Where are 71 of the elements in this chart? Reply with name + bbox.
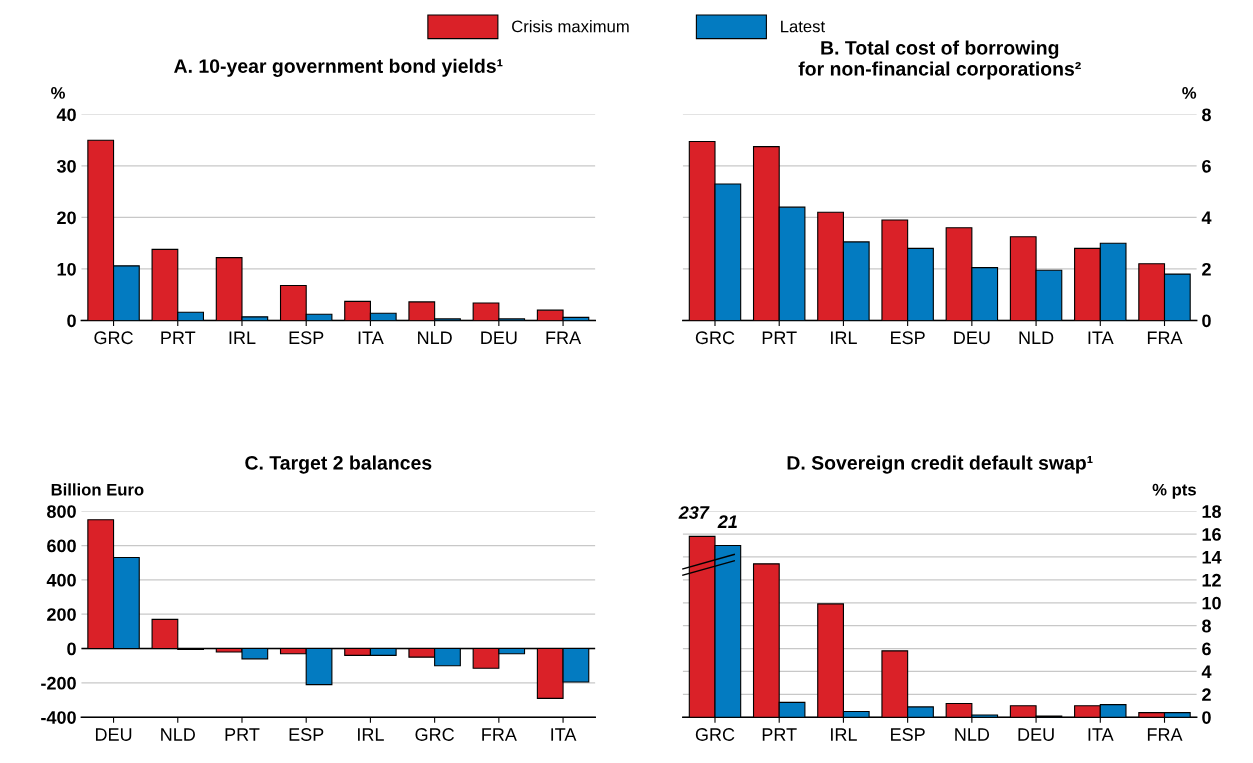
y-tick-label: 400 [46, 573, 76, 587]
x-tick-label: GRC [695, 331, 735, 345]
x-tick-label: ESP [289, 331, 324, 345]
y2-axis-title: % [1182, 87, 1197, 99]
y-tick-label: 30 [56, 159, 76, 173]
y-tick-label: -200 [41, 676, 76, 690]
chart-title: D. Sovereign credit default swap¹ [787, 455, 1093, 474]
y-tick-label: 40 [56, 108, 76, 122]
x-tick-label: NLD [955, 728, 990, 741]
x-tick-label: PRT [161, 331, 196, 344]
x-tick-label: ITA [358, 331, 384, 344]
y-tick-label: 10 [57, 262, 76, 276]
y2-tick-label: 0 [1202, 711, 1211, 724]
x-tick-label: ESP [891, 331, 925, 345]
x-tick-label: IRL [831, 728, 857, 741]
x-tick-label: DEU [954, 331, 990, 345]
annotation: 21 [717, 515, 737, 528]
x-tick-label: DEU [95, 728, 132, 741]
legend-label: Latest [781, 20, 825, 33]
x-tick-label: ESP [891, 728, 925, 741]
y2-tick-label: 8 [1202, 108, 1211, 122]
y-tick-label: -400 [41, 711, 76, 724]
y2-tick-label: 12 [1202, 573, 1221, 587]
x-tick-label: FRA [546, 331, 582, 344]
x-tick-label: IRL [831, 331, 857, 344]
x-tick-label: FRA [1147, 728, 1183, 741]
x-tick-label: NLD [1019, 331, 1054, 344]
y-tick-label: 20 [57, 211, 76, 225]
x-tick-label: GRC [94, 331, 133, 345]
x-tick-label: NLD [161, 728, 195, 741]
y2-tick-label: 14 [1202, 551, 1222, 564]
x-tick-label: IRL [358, 728, 384, 741]
x-tick-label: GRC [415, 728, 455, 741]
y-axis-title: Billion Euro [51, 483, 144, 496]
x-tick-label: NLD [418, 331, 452, 344]
chart-title: C. Target 2 balances [245, 455, 432, 474]
y2-tick-label: 10 [1202, 596, 1221, 610]
x-tick-label: DEU [1018, 728, 1054, 741]
x-tick-label: PRT [225, 728, 260, 741]
x-tick-label: GRC [695, 728, 735, 741]
x-tick-label: FRA [482, 728, 517, 741]
x-tick-label: ESP [289, 728, 324, 741]
y2-tick-label: 4 [1201, 211, 1212, 224]
y2-tick-label: 8 [1202, 619, 1211, 633]
y2-tick-label: 6 [1202, 642, 1211, 656]
chart-title: A. 10-year government bond yields¹ [174, 58, 503, 77]
y-tick-label: 600 [47, 539, 76, 553]
chart-title: B. Total cost of borrowing for non-financial corporations² [798, 40, 1081, 80]
y2-tick-label: 2 [1202, 262, 1211, 276]
x-tick-label: ITA [1088, 331, 1114, 344]
y2-tick-label: 18 [1202, 505, 1222, 518]
y2-axis-title: % pts [1152, 483, 1196, 499]
x-tick-label: FRA [1147, 331, 1183, 344]
y-axis-title: % [51, 87, 65, 99]
legend-label: Crisis maximum [512, 20, 629, 33]
y-tick-label: 0 [67, 314, 76, 328]
y-tick-label: 800 [47, 505, 76, 518]
y-tick-label: 0 [67, 642, 76, 656]
y2-tick-label: 6 [1202, 159, 1211, 173]
x-tick-label: DEU [481, 331, 517, 345]
annotation: 237 [678, 506, 710, 519]
x-tick-label: PRT [762, 728, 797, 741]
y2-tick-label: 0 [1202, 314, 1211, 328]
y2-tick-label: 16 [1202, 528, 1221, 541]
x-tick-label: PRT [762, 331, 797, 344]
x-tick-label: ITA [551, 728, 577, 741]
x-tick-label: ITA [1088, 728, 1114, 741]
x-tick-label: IRL [229, 331, 256, 344]
y2-tick-label: 4 [1201, 665, 1212, 678]
y2-tick-label: 2 [1202, 688, 1211, 701]
y-tick-label: 200 [47, 608, 76, 621]
